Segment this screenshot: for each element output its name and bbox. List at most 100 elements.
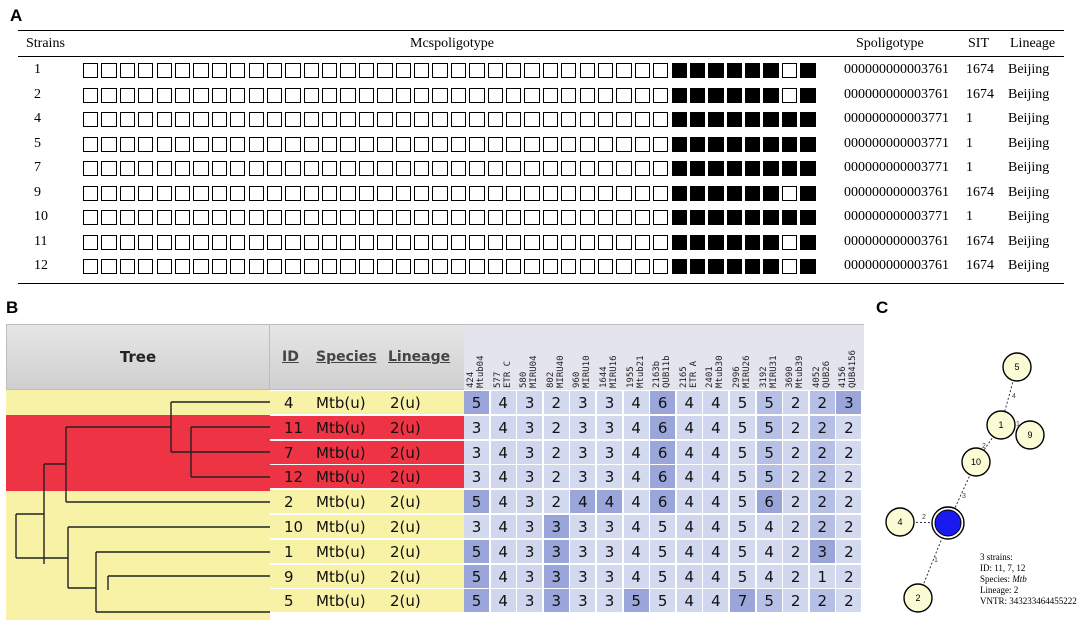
- spacer-absent: [579, 234, 595, 250]
- vntr-repeat-count: 3: [570, 539, 597, 564]
- vntr-repeat-count: 2: [836, 440, 863, 465]
- spacer-absent: [266, 136, 283, 152]
- sit-number: 1: [966, 209, 973, 224]
- spacer-absent: [487, 161, 503, 177]
- spacer-absent: [469, 87, 485, 103]
- spacer-absent: [230, 63, 246, 79]
- vntr-repeat-count: 4: [703, 589, 730, 614]
- spacer-absent: [781, 63, 798, 79]
- vntr-repeat-count: 4: [623, 440, 650, 465]
- strain-id: 12: [284, 468, 304, 487]
- spacer-absent: [579, 87, 595, 103]
- mst-edge: [947, 461, 977, 524]
- mst-node-circle: [1015, 420, 1045, 450]
- sit-number: 1674: [966, 62, 994, 77]
- vntr-repeat-count: 3: [543, 515, 570, 539]
- spoligotype-pattern: [83, 161, 816, 177]
- sit-number: 1674: [966, 184, 994, 200]
- locus-position: 2165: [678, 366, 689, 388]
- strain-id: 7: [284, 443, 294, 462]
- locus-position: 1644: [599, 366, 609, 388]
- vntr-repeat-count: 3: [597, 564, 623, 589]
- spacer-present: [689, 234, 706, 250]
- spacer-absent: [248, 185, 264, 201]
- spacer-absent: [138, 63, 154, 79]
- spacer-absent: [156, 259, 172, 275]
- spoligotype-code: 000000000003761: [844, 258, 949, 273]
- mst-node: 1: [986, 410, 1016, 440]
- strain-lineage: 2(u): [390, 394, 421, 412]
- spacer-absent: [487, 87, 503, 103]
- spacer-absent: [414, 136, 430, 152]
- spacer-present: [800, 210, 816, 226]
- table-top-rule: [18, 30, 1064, 31]
- spacer-absent: [211, 185, 228, 201]
- vntr-repeat-count: 4: [623, 515, 650, 539]
- spacer-absent: [285, 161, 301, 177]
- vntr-repeat-count: 6: [650, 490, 677, 515]
- spacer-absent: [156, 234, 172, 250]
- info-header: ID Species Lineage: [270, 324, 464, 390]
- locus-position: 2401: [705, 366, 716, 388]
- spacer-absent: [230, 185, 246, 201]
- spacer-absent: [469, 234, 485, 250]
- spoligotype-pattern: [83, 234, 816, 251]
- vntr-repeat-count: 4: [623, 465, 650, 490]
- spacer-present: [689, 161, 706, 177]
- vntr-repeat-count: 7: [730, 589, 756, 614]
- vntr-repeat-count: 4: [703, 539, 730, 564]
- dendrogram: [15, 401, 270, 613]
- spacer-absent: [193, 185, 209, 201]
- spacer-absent: [524, 210, 540, 226]
- vntr-repeat-count: 3: [570, 391, 597, 415]
- spacer-absent: [561, 185, 577, 201]
- spacer-absent: [156, 136, 172, 152]
- spacer-absent: [285, 259, 301, 275]
- spacer-absent: [285, 210, 301, 226]
- locus-position: 4156: [838, 366, 849, 388]
- edge-label: 4: [1012, 393, 1016, 400]
- vntr-repeat-count: 4: [490, 490, 517, 515]
- spacer-absent: [322, 185, 338, 201]
- mst-node-label: 4: [897, 517, 902, 527]
- vntr-repeat-count: 3: [597, 589, 623, 614]
- strain-info-row: 12 Mtb(u) 2(u): [270, 465, 464, 490]
- vntr-repeat-count: 3: [464, 465, 490, 490]
- spacer-present: [763, 112, 779, 128]
- spacer-absent: [561, 234, 577, 250]
- vntr-repeat-count: 5: [756, 440, 783, 465]
- vntr-repeat-count: 3: [517, 440, 544, 465]
- spacer-absent: [156, 112, 172, 128]
- spacer-absent: [653, 63, 669, 79]
- spacer-absent: [174, 185, 191, 201]
- spacer-absent: [616, 87, 632, 103]
- vntr-repeat-count: 4: [623, 415, 650, 440]
- vntr-repeat-count: 3: [809, 539, 836, 564]
- spacer-absent: [248, 112, 264, 128]
- spacer-absent: [83, 63, 99, 79]
- sit-number: 1674: [966, 233, 994, 249]
- panel-c-label: C: [876, 298, 889, 317]
- spacer-absent: [340, 210, 356, 226]
- lineage-name: Beijing: [1008, 86, 1050, 102]
- spacer-present: [745, 136, 761, 152]
- vntr-repeat-count: 5: [623, 589, 650, 614]
- spacer-present: [708, 234, 724, 250]
- vntr-repeat-count: 4: [756, 515, 783, 539]
- spacer-absent: [119, 210, 136, 226]
- vntr-repeat-count: 4: [703, 490, 730, 515]
- vntr-repeat-count: 2: [809, 415, 836, 440]
- spacer-present: [726, 112, 742, 128]
- vntr-repeat-count: 3: [570, 564, 597, 589]
- spacer-absent: [285, 234, 301, 250]
- lineage-name: Beijing: [1008, 111, 1050, 126]
- spacer-absent: [505, 210, 522, 226]
- spacer-present: [781, 136, 798, 152]
- vntr-repeat-count: 6: [650, 440, 677, 465]
- spacer-absent: [395, 185, 411, 201]
- spacer-absent: [211, 87, 228, 103]
